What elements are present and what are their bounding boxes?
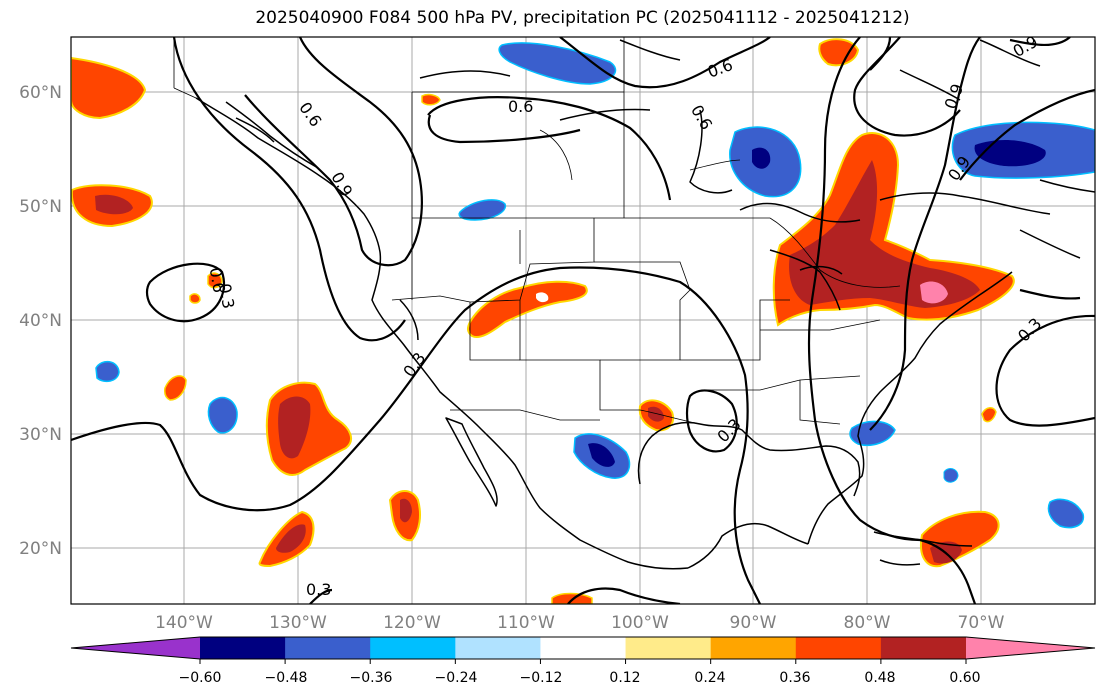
colorbar-segment [710,637,797,659]
pv-contours [71,37,1095,604]
anomaly-pacific-2 [95,360,120,383]
anomaly-alaska-sw [71,56,147,120]
colorbar-segment [795,637,882,659]
negative-precip-anomalies [95,42,1095,529]
colorbar-tick-label: 0.24 [694,670,725,686]
positive-precip-anomalies [71,38,1015,604]
lat-label-50n: 50°N [19,197,62,217]
anomaly-montana [458,199,507,221]
colorbar-ticks [199,659,967,664]
map-area: 0.6 0.6 0.6 0.6 0.9 0.9 0.9 0.3 0.3 0.3 … [71,37,1095,604]
colorbar-tick-label: −0.48 [265,670,308,686]
colorbar-tick-label: −0.24 [435,670,478,686]
colorbar-segment [200,637,286,659]
coastlines [195,39,1095,570]
contour-label: 0.6 [508,97,533,116]
lon-label-110w: 110°W [497,613,555,633]
colorbar-segment [71,637,200,659]
colorbar-tick-label: −0.60 [179,670,222,686]
colorbar-segment [285,637,371,659]
anomaly-hudson-top [818,38,860,67]
lon-label-80w: 80°W [844,613,891,633]
anomaly-alaska-north [498,42,617,85]
colorbar-segment [370,637,456,659]
lon-label-130w: 130°W [269,613,327,633]
lat-label-60n: 60°N [19,83,62,103]
colorbar-tick-label: −0.12 [520,670,563,686]
lon-label-120w: 120°W [383,613,441,633]
colorbar-segment [880,637,967,659]
lon-label-140w: 140°W [155,613,213,633]
colorbar-segments [70,636,1096,660]
contour-label: 0.3 [306,580,331,599]
colorbar-segment [625,637,712,659]
map-frame [70,36,1096,605]
map-title: 2025040900 F084 500 hPa PV, precipitatio… [255,8,910,28]
colorbar-segment [540,637,627,659]
borders [173,37,901,425]
colorbar-tick-label: 0.12 [609,670,640,686]
colorbar-tick-label: 0.60 [949,670,980,686]
colorbar-segment [966,637,1095,659]
anomaly-rockies [466,280,588,338]
contour-label: 0.6 [206,266,229,294]
lat-label-20n: 20°N [19,539,62,559]
anomaly-pacific-1 [207,396,238,434]
contour-label: 0.3 [215,282,238,310]
lon-label-70w: 70°W [958,613,1005,633]
lon-label-100w: 100°W [611,613,669,633]
colorbar-segment [455,637,541,659]
colorbar: −0.60 −0.48 −0.36 −0.24 −0.12 0.12 0.24 … [70,636,1096,686]
colorbar-tick-label: 0.48 [864,670,895,686]
lat-label-30n: 30°N [19,425,62,445]
colorbar-labels: −0.60 −0.48 −0.36 −0.24 −0.12 0.12 0.24 … [179,670,981,686]
colorbar-tick-label: 0.36 [779,670,810,686]
lat-label-40n: 40°N [19,311,62,331]
latitude-labels: 60°N 50°N 40°N 30°N 20°N [19,83,62,559]
lon-label-90w: 90°W [730,613,777,633]
colorbar-tick-label: −0.36 [350,670,393,686]
anomaly-atlantic [1047,498,1085,529]
longitude-labels: 140°W 130°W 120°W 110°W 100°W 90°W 80°W … [155,613,1005,633]
